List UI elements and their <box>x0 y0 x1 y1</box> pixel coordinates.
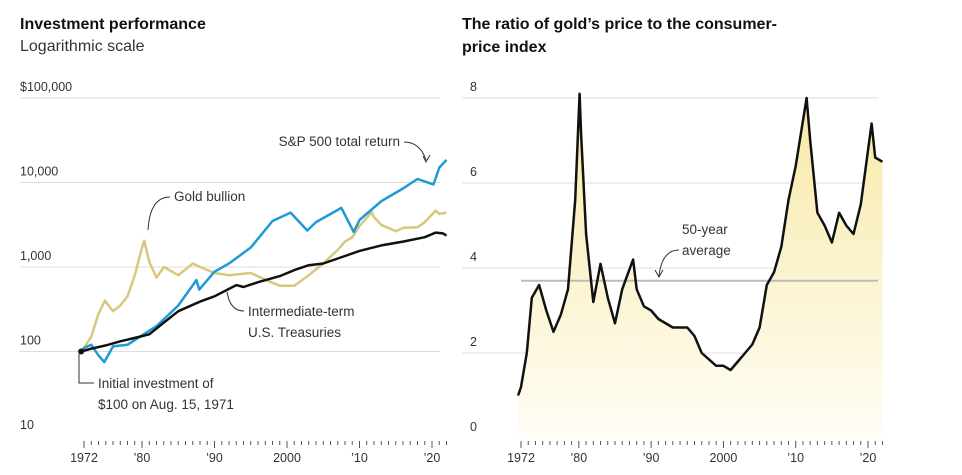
average-label-line1: 50-year <box>682 222 728 237</box>
x-tick-label: 1972 <box>507 451 535 465</box>
initial-investment-dot <box>78 348 85 355</box>
x-tick-label: ’20 <box>424 451 441 465</box>
x-tick-label: ’80 <box>570 451 587 465</box>
y-tick-label: 8 <box>470 80 477 94</box>
ratio-area <box>518 93 883 439</box>
gold-bullion-leader <box>147 196 171 231</box>
y-tick-label: 10 <box>20 418 34 432</box>
y-tick-label: 6 <box>470 165 477 179</box>
ratio-line <box>516 92 884 396</box>
x-tick-label: ’80 <box>134 451 151 465</box>
left-chart-subtitle: Logarithmic scale <box>20 38 145 55</box>
x-tick-label: ’90 <box>643 451 660 465</box>
initial-investment-label-line2: $100 on Aug. 15, 1971 <box>98 397 234 412</box>
treasuries-label-line2: U.S. Treasuries <box>248 325 341 340</box>
sp500-label: S&P 500 total return <box>279 134 400 149</box>
x-tick-label: ’10 <box>351 451 368 465</box>
sp500-arrow <box>422 154 431 164</box>
treasuries-line <box>80 231 448 353</box>
treasuries-leader <box>226 291 245 312</box>
y-tick-label: $100,000 <box>20 80 72 94</box>
y-tick-label: 1,000 <box>20 249 51 263</box>
right-chart-title-line2: price index <box>462 39 547 56</box>
initial-investment-label-line1: Initial investment of <box>98 376 214 391</box>
x-tick-label: ’90 <box>206 451 223 465</box>
gold-bullion-line <box>80 209 447 353</box>
sp500-line <box>80 159 448 364</box>
x-tick-label: ’10 <box>787 451 804 465</box>
y-tick-label: 2 <box>470 335 477 349</box>
initial-investment-leader <box>78 354 94 384</box>
y-tick-label: 4 <box>470 250 477 264</box>
x-tick-label: 1972 <box>70 451 98 465</box>
sp500-leader <box>403 141 427 161</box>
average-arrow <box>654 269 664 279</box>
y-tick-label: 10,000 <box>20 165 58 179</box>
y-tick-label: 0 <box>470 420 477 434</box>
treasuries-label-line1: Intermediate-term <box>248 304 355 319</box>
x-tick-label: 2000 <box>710 451 738 465</box>
x-tick-label: 2000 <box>273 451 301 465</box>
investment-performance-chart: $100,000 10,000 1,000 100 10 1972 ’80 ’90 2000 ’1… <box>20 80 448 465</box>
average-label-line2: average <box>682 243 731 258</box>
left-chart-title: Investment performance <box>20 16 206 33</box>
x-tick-label: ’20 <box>860 451 877 465</box>
right-chart-title-line1: The ratio of gold’s price to the consume… <box>462 16 777 33</box>
gold-bullion-label: Gold bullion <box>174 189 245 204</box>
average-leader <box>658 249 680 277</box>
y-tick-label: 100 <box>20 334 41 348</box>
